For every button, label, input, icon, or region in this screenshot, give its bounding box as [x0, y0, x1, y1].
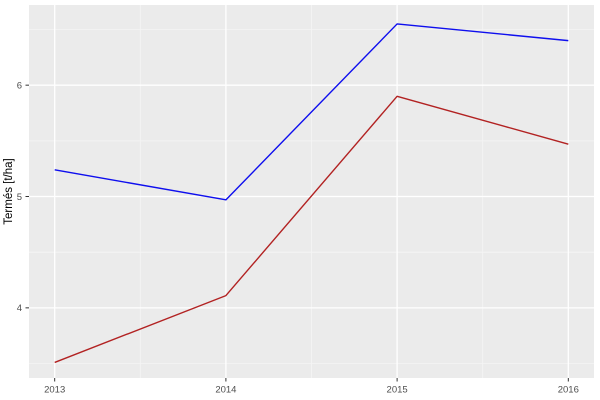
y-axis-title: Termés [t/ha]	[3, 158, 15, 224]
x-tick-label: 2014	[215, 385, 236, 396]
series-dark-red-line	[54, 95, 569, 364]
y-tick-label: 4	[17, 303, 22, 314]
x-tick-label: 2016	[558, 385, 579, 396]
x-tick-label: 2013	[44, 385, 65, 396]
x-tick-label: 2015	[387, 385, 408, 396]
data-series	[54, 23, 569, 364]
axes: 2013 2014 2015 2016 4 5 6	[17, 80, 579, 395]
y-tick-label: 6	[17, 80, 22, 91]
gridlines	[29, 5, 594, 378]
y-tick-label: 5	[17, 192, 22, 203]
series-blue-line	[54, 23, 569, 201]
